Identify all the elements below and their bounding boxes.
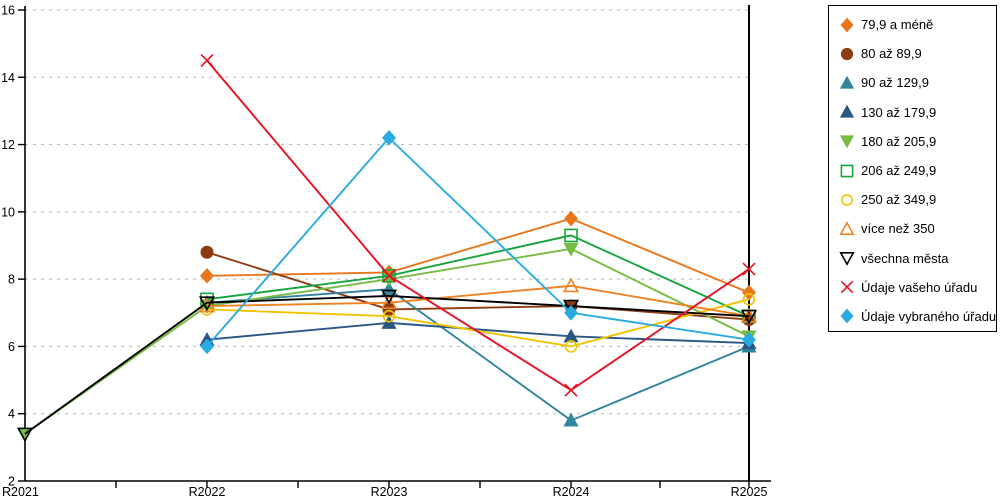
- data-point-marker: [562, 299, 580, 315]
- data-point-marker: [563, 412, 579, 427]
- circle-marker-icon: [840, 47, 854, 60]
- legend-label: 80 až 89,9: [861, 46, 922, 62]
- series-line-2: [206, 288, 750, 422]
- triangle-up-marker-icon: [839, 104, 855, 118]
- data-point-marker: [742, 262, 756, 276]
- legend-label: více než 350: [861, 221, 935, 237]
- data-point-marker: [564, 210, 578, 227]
- chart-legend: 79,9 a méně 80 až 89,9 90 až 129,9 130 až 1…: [828, 5, 997, 332]
- legend-item: více než 350: [838, 214, 996, 243]
- series-line-5: [206, 234, 750, 318]
- series-line-10: [206, 136, 750, 348]
- data-point-marker: [380, 289, 398, 305]
- x-tick-label: R2022: [189, 485, 226, 499]
- x-tick-label: R2023: [371, 485, 408, 499]
- y-tick-label: 14: [1, 71, 15, 85]
- legend-item: 180 až 205,9: [838, 127, 996, 156]
- legend-label: 130 až 179,9: [861, 104, 937, 120]
- series-line-8: [24, 295, 750, 435]
- data-point-marker: [200, 53, 214, 68]
- triangle-down-marker-icon: [839, 252, 855, 267]
- legend-label: Údaje vybraného úřadu: [861, 308, 997, 324]
- data-point-marker: [563, 328, 579, 343]
- triangle-up-marker-icon: [839, 220, 855, 235]
- square-marker-icon: [840, 164, 854, 177]
- y-tick-label: 16: [1, 4, 15, 18]
- legend-label: 180 až 205,9: [861, 133, 937, 149]
- legend-label: 79,9 a méně: [861, 17, 934, 33]
- data-point-marker: [564, 383, 578, 397]
- legend-item: všechna města: [838, 244, 996, 273]
- data-point-marker: [198, 296, 216, 312]
- y-tick-label: 2: [8, 475, 15, 489]
- series-line-7: [206, 284, 750, 318]
- triangle-down-marker-icon: [839, 135, 855, 149]
- series-line-9: [206, 59, 750, 392]
- y-tick-label: 6: [8, 340, 15, 354]
- data-point-marker: [740, 309, 758, 325]
- data-point-marker: [742, 293, 756, 306]
- data-point-marker: [16, 427, 34, 443]
- y-tick-label: 10: [1, 205, 15, 219]
- y-tick-label: 4: [8, 407, 15, 421]
- x-tick-label: R2021: [2, 485, 39, 499]
- x-tick-label: R2025: [731, 485, 768, 499]
- legend-item: 206 až 249,9: [838, 156, 996, 185]
- legend-item: 130 až 179,9: [838, 98, 996, 127]
- legend-item: 90 až 129,9: [838, 68, 996, 97]
- legend-item: Údaje vašeho úřadu: [838, 273, 996, 302]
- data-point-marker: [382, 309, 396, 323]
- data-point-marker: [562, 277, 580, 293]
- data-point-marker: [380, 294, 398, 310]
- series-line-1: [206, 251, 750, 321]
- y-tick-label: 8: [8, 273, 15, 287]
- legend-item: 250 až 349,9: [838, 185, 996, 214]
- legend-label: všechna města: [861, 250, 949, 266]
- legend-item: 80 až 89,9: [838, 39, 996, 68]
- data-point-marker: [564, 228, 578, 243]
- series-line-6: [206, 298, 750, 348]
- legend-item: 79,9 a méně: [838, 10, 996, 39]
- series-line-0: [206, 217, 750, 294]
- data-point-marker: [564, 304, 578, 321]
- data-point-marker: [742, 331, 756, 348]
- circle-marker-icon: [841, 193, 853, 206]
- diamond-marker-icon: [840, 17, 854, 32]
- series-line-3: [206, 321, 750, 345]
- data-point-marker: [564, 340, 578, 353]
- data-point-marker: [200, 267, 214, 284]
- legend-label: 90 až 129,9: [861, 75, 929, 91]
- x-tick-label: R2024: [553, 485, 590, 499]
- data-point-marker: [382, 269, 396, 283]
- diamond-marker-icon: [840, 309, 854, 324]
- legend-label: 206 až 249,9: [861, 163, 937, 179]
- data-point-marker: [382, 130, 396, 146]
- y-tick-label: 12: [1, 138, 15, 152]
- x-marker-icon: [840, 281, 854, 294]
- legend-label: Údaje vašeho úřadu: [861, 279, 978, 295]
- data-point-marker: [200, 245, 214, 259]
- data-point-marker: [200, 338, 214, 355]
- data-point-marker: [563, 242, 579, 257]
- triangle-up-marker-icon: [839, 75, 855, 89]
- legend-item: Údaje vybraného úřadu: [838, 302, 996, 331]
- legend-label: 250 až 349,9: [861, 192, 937, 208]
